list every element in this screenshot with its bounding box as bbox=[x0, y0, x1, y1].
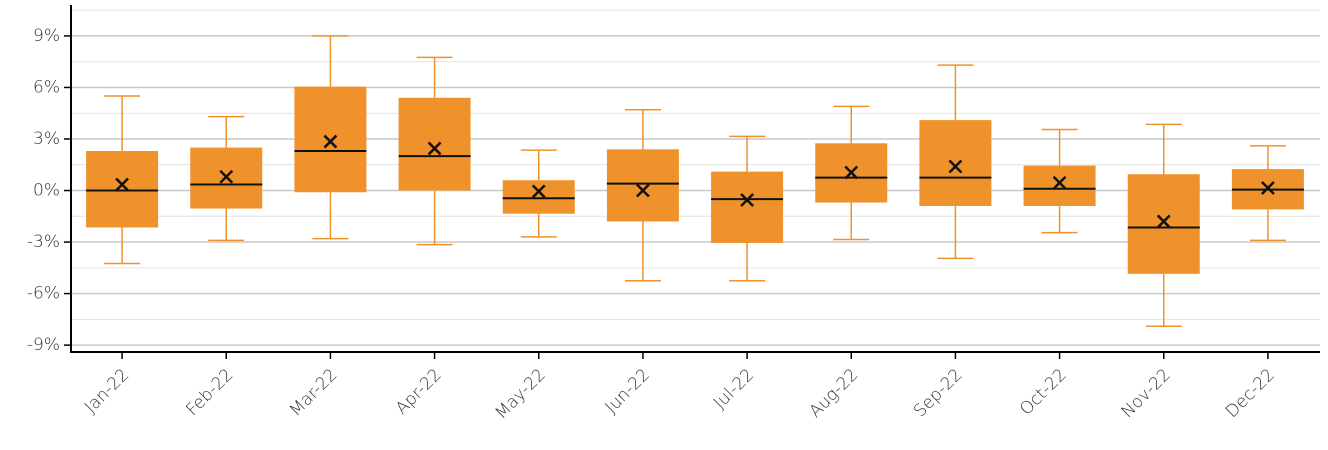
mean-marker bbox=[844, 165, 859, 180]
y-tick-label: -6% bbox=[27, 284, 60, 304]
mean-marker bbox=[1156, 214, 1171, 229]
box bbox=[606, 149, 679, 222]
x-tick-label: Apr-22 bbox=[392, 365, 446, 419]
mean-marker bbox=[948, 159, 963, 174]
mean-marker bbox=[531, 184, 546, 199]
y-tick-label: 3% bbox=[33, 129, 60, 149]
y-tick-label: 9% bbox=[33, 26, 60, 46]
x-tick-label: Jul-22 bbox=[710, 365, 758, 413]
box bbox=[1127, 174, 1200, 274]
box bbox=[919, 120, 992, 206]
box bbox=[86, 151, 159, 228]
y-tick-label: 0% bbox=[33, 181, 60, 201]
x-tick-label: May-22 bbox=[491, 365, 549, 423]
y-tick-label: 6% bbox=[33, 77, 60, 97]
mean-marker bbox=[740, 193, 754, 207]
mean-marker bbox=[1052, 175, 1067, 190]
box bbox=[294, 86, 367, 193]
box bbox=[1023, 165, 1096, 206]
mean-marker bbox=[219, 169, 234, 184]
x-tick-label: Jan-22 bbox=[81, 365, 133, 417]
mean-marker bbox=[427, 141, 442, 156]
y-tick-label: -3% bbox=[27, 232, 60, 252]
box bbox=[502, 180, 575, 214]
x-tick-label: Mar-22 bbox=[286, 365, 342, 421]
x-tick-label: Feb-22 bbox=[182, 365, 237, 420]
mean-marker bbox=[1261, 181, 1275, 195]
mean-marker bbox=[115, 177, 129, 192]
box bbox=[398, 97, 471, 191]
x-tick-label: Sep-22 bbox=[910, 365, 966, 421]
x-tick-label: Jun-22 bbox=[601, 365, 654, 418]
y-tick-label: -9% bbox=[27, 335, 60, 355]
x-tick-label: Oct-22 bbox=[1016, 365, 1071, 420]
x-tick-label: Nov-22 bbox=[1118, 365, 1175, 422]
x-tick-label: Dec-22 bbox=[1222, 365, 1279, 422]
box bbox=[711, 171, 784, 243]
mean-marker bbox=[636, 183, 650, 198]
x-tick-label: Aug-22 bbox=[805, 365, 862, 422]
mean-marker bbox=[323, 134, 338, 149]
